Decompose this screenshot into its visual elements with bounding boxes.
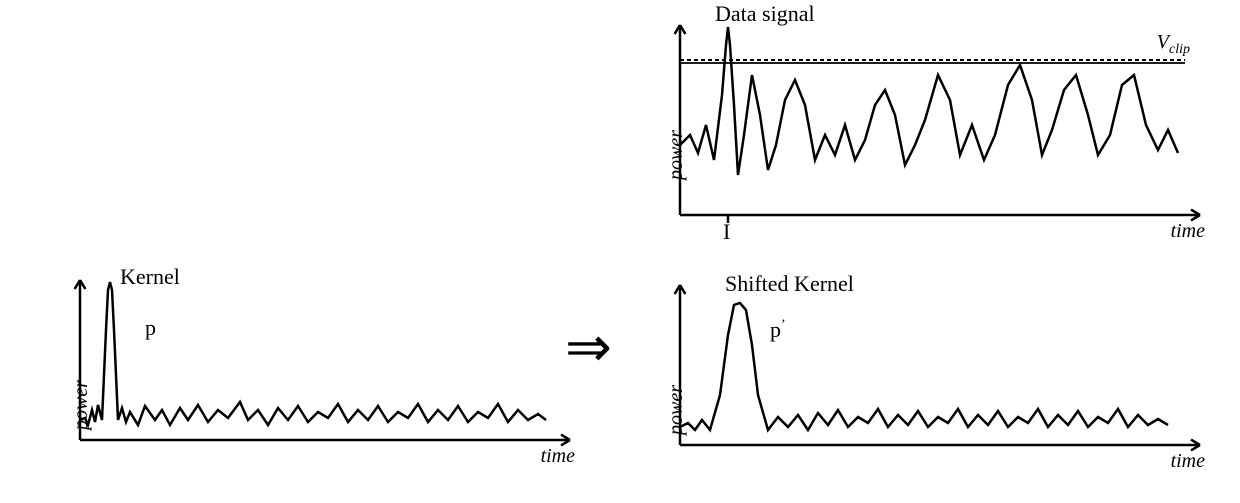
- kernel-p-label: p: [145, 315, 156, 341]
- implies-arrow-icon: ⇒: [565, 320, 612, 376]
- data-title: Data signal: [715, 1, 815, 27]
- kernel-title: Kernel: [120, 264, 180, 290]
- vclip-label: Vclip: [1157, 31, 1190, 58]
- shifted-kernel-panel: power time Shifted Kernel p’: [620, 275, 1220, 485]
- kernel-ylabel: power: [70, 380, 93, 430]
- shifted-plot-svg: [620, 275, 1220, 485]
- figure: { "meta": { "width": 1240, "height": 503…: [0, 0, 1240, 503]
- data-xlabel: time: [1171, 220, 1205, 243]
- shifted-title: Shifted Kernel: [725, 271, 854, 297]
- shifted-p-label: p’: [770, 317, 786, 343]
- shifted-xlabel: time: [1171, 450, 1205, 473]
- data-plot-svg: [620, 5, 1220, 255]
- kernel-panel: power time Kernel p: [30, 270, 590, 480]
- data-ylabel: power: [665, 130, 688, 180]
- spike-marker-label: I: [723, 219, 730, 245]
- shifted-ylabel: power: [665, 385, 688, 435]
- data-signal-panel: power time Data signal Vclip I: [620, 5, 1220, 255]
- kernel-plot-svg: [30, 270, 590, 480]
- kernel-xlabel: time: [541, 445, 575, 468]
